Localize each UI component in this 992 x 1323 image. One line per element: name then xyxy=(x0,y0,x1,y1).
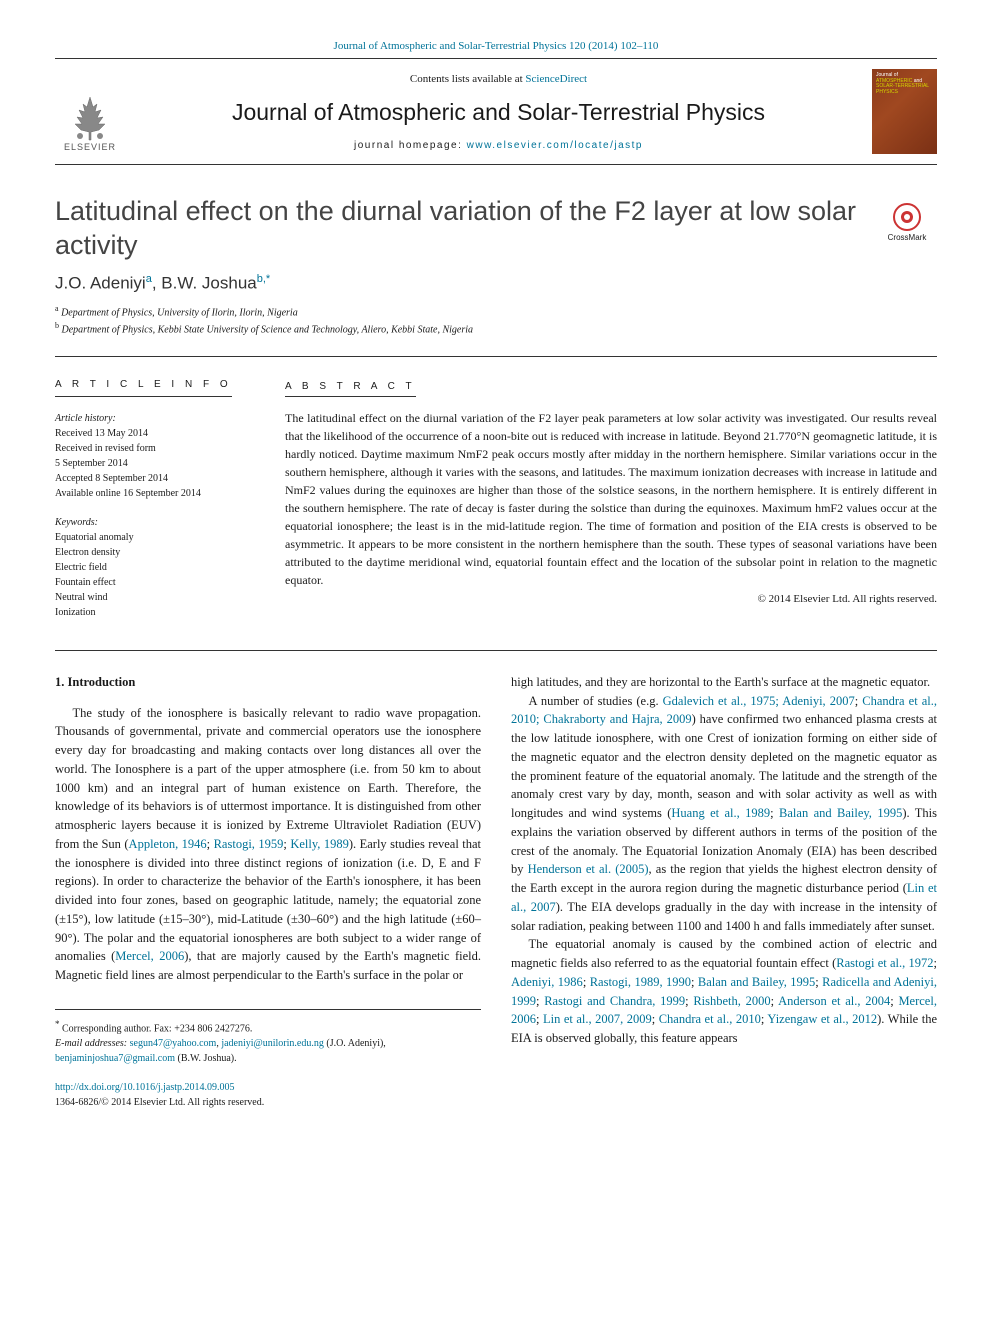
cite-kelly-1989[interactable]: Kelly, 1989 xyxy=(290,837,349,851)
cite-anderson-2004[interactable]: Anderson et al., 2004 xyxy=(778,994,890,1008)
corresponding-author: * * Corresponding author. Fax: +234 806 … xyxy=(55,1018,481,1036)
abstract-column: A B S T R A C T The latitudinal effect o… xyxy=(285,377,937,620)
body-two-columns: 1. Introduction The study of the ionosph… xyxy=(55,650,937,1110)
email-link-2[interactable]: jadeniyi@unilorin.edu.ng xyxy=(221,1038,324,1049)
affil-a: Department of Physics, University of Ilo… xyxy=(59,307,298,318)
crossmark-icon xyxy=(893,203,921,231)
cite-rastogi-1972[interactable]: Rastogi et al., 1972 xyxy=(836,956,933,970)
cite-rishbeth-2000[interactable]: Rishbeth, 2000 xyxy=(693,994,770,1008)
email3-owner: (B.W. Joshua). xyxy=(175,1053,237,1064)
keyword-5: Neutral wind xyxy=(55,590,255,605)
elsevier-label: ELSEVIER xyxy=(64,142,116,152)
article-title: Latitudinal effect on the diurnal variat… xyxy=(55,195,857,263)
sciencedirect-link[interactable]: ScienceDirect xyxy=(525,73,587,85)
cite-rastogi-1959[interactable]: Rastogi, 1959 xyxy=(214,837,284,851)
p1-text-b: ). Early studies reveal that the ionosph… xyxy=(55,837,481,964)
revised-line2: 5 September 2014 xyxy=(55,456,255,471)
cite-rastogi-1989-1990[interactable]: Rastogi, 1989, 1990 xyxy=(590,975,691,989)
contents-prefix: Contents lists available at xyxy=(410,73,525,85)
journal-ref-link[interactable]: Journal of Atmospheric and Solar-Terrest… xyxy=(334,40,659,52)
revised-line1: Received in revised form xyxy=(55,441,255,456)
homepage-prefix: journal homepage: xyxy=(354,140,467,151)
p2-sep3: ; xyxy=(770,806,779,820)
crossmark-badge[interactable]: CrossMark xyxy=(877,203,937,242)
email-label: E-mail addresses: xyxy=(55,1038,130,1049)
col2-para-3: The equatorial anomaly is caused by the … xyxy=(511,935,937,1048)
keyword-1: Equatorial anomaly xyxy=(55,530,255,545)
p2-text-e: ). The EIA develops gradually in the day… xyxy=(511,900,937,933)
cite-gdalevich-adeniyi[interactable]: Gdalevich et al., 1975; Adeniyi, 2007 xyxy=(663,694,855,708)
abstract-heading: A B S T R A C T xyxy=(285,381,416,397)
online-date: Available online 16 September 2014 xyxy=(55,486,255,501)
crossmark-label: CrossMark xyxy=(888,233,927,242)
intro-para-1: The study of the ionosphere is basically… xyxy=(55,704,481,985)
author-sep: , xyxy=(152,273,161,292)
affiliations: a Department of Physics, University of I… xyxy=(55,303,937,338)
cover-line4: PHYSICS xyxy=(876,89,898,95)
doi-block: http://dx.doi.org/10.1016/j.jastp.2014.0… xyxy=(55,1080,481,1110)
journal-reference: Journal of Atmospheric and Solar-Terrest… xyxy=(55,40,937,52)
body-column-left: 1. Introduction The study of the ionosph… xyxy=(55,673,481,1110)
cite-balan-bailey-1995[interactable]: Balan and Bailey, 1995 xyxy=(779,806,902,820)
issn-copyright: 1364-6826/© 2014 Elsevier Ltd. All right… xyxy=(55,1097,264,1108)
email1-owner: (J.O. Adeniyi), xyxy=(324,1038,386,1049)
p3-s10: ; xyxy=(652,1012,659,1026)
abstract-copyright: © 2014 Elsevier Ltd. All rights reserved… xyxy=(285,593,937,605)
doi-link[interactable]: http://dx.doi.org/10.1016/j.jastp.2014.0… xyxy=(55,1082,235,1093)
history-label: Article history: xyxy=(55,411,255,426)
cite-adeniyi-1986[interactable]: Adeniyi, 1986 xyxy=(511,975,583,989)
p3-s1: ; xyxy=(934,956,937,970)
p3-s3: ; xyxy=(691,975,698,989)
accepted-date: Accepted 8 September 2014 xyxy=(55,471,255,486)
cite-huang-1989[interactable]: Huang et al., 1989 xyxy=(671,806,770,820)
p3-s9: ; xyxy=(536,1012,543,1026)
body-column-right: high latitudes, and they are horizontal … xyxy=(511,673,937,1110)
journal-cover-thumbnail: Journal of ATMOSPHERIC and SOLAR-TERREST… xyxy=(872,69,937,154)
affil-b: Department of Physics, Kebbi State Unive… xyxy=(59,325,473,336)
p3-s2: ; xyxy=(583,975,590,989)
cite-lin-2007-2009[interactable]: Lin et al., 2007, 2009 xyxy=(543,1012,652,1026)
sep1: ; xyxy=(207,837,214,851)
journal-header: ELSEVIER Contents lists available at Sci… xyxy=(55,58,937,165)
journal-homepage: journal homepage: www.elsevier.com/locat… xyxy=(125,140,872,151)
keywords-label: Keywords: xyxy=(55,515,255,530)
p2-text-b: ) have confirmed two enhanced plasma cre… xyxy=(511,712,937,820)
homepage-link[interactable]: www.elsevier.com/locate/jastp xyxy=(467,140,643,151)
journal-name: Journal of Atmospheric and Solar-Terrest… xyxy=(125,99,872,126)
corresponding-author-footer: * * Corresponding author. Fax: +234 806 … xyxy=(55,1009,481,1066)
p1-text-a: The study of the ionosphere is basically… xyxy=(55,706,481,851)
author-2: B.W. Joshua xyxy=(161,273,256,292)
cite-rastogi-chandra-1999[interactable]: Rastogi and Chandra, 1999 xyxy=(544,994,685,1008)
cite-yizengaw-2012[interactable]: Yizengaw et al., 2012 xyxy=(767,1012,877,1026)
col2-para-1: high latitudes, and they are horizontal … xyxy=(511,673,937,692)
authors-line: J.O. Adeniyia, B.W. Joshuab,* xyxy=(55,273,937,294)
keyword-2: Electron density xyxy=(55,545,255,560)
email-link-1[interactable]: segun47@yahoo.com xyxy=(130,1038,217,1049)
cite-appleton-1946[interactable]: Appleton, 1946 xyxy=(129,837,207,851)
col2-para-2: A number of studies (e.g. Gdalevich et a… xyxy=(511,692,937,936)
cite-henderson-2005[interactable]: Henderson et al. (2005) xyxy=(528,862,649,876)
cite-mercel-2006[interactable]: Mercel, 2006 xyxy=(115,949,184,963)
keyword-3: Electric field xyxy=(55,560,255,575)
elsevier-tree-icon xyxy=(65,92,115,142)
p2-text-a: A number of studies (e.g. xyxy=(529,694,663,708)
article-info-column: A R T I C L E I N F O Article history: R… xyxy=(55,377,255,620)
author-1: J.O. Adeniyi xyxy=(55,273,146,292)
section-1-heading: 1. Introduction xyxy=(55,673,481,692)
elsevier-logo: ELSEVIER xyxy=(55,72,125,152)
article-info-heading: A R T I C L E I N F O xyxy=(55,377,232,397)
p3-s5: ; xyxy=(536,994,544,1008)
keyword-4: Fountain effect xyxy=(55,575,255,590)
contents-available: Contents lists available at ScienceDirec… xyxy=(125,73,872,85)
cite-balan-bailey-1995b[interactable]: Balan and Bailey, 1995 xyxy=(698,975,815,989)
abstract-text: The latitudinal effect on the diurnal va… xyxy=(285,409,937,589)
email-link-3[interactable]: benjaminjoshua7@gmail.com xyxy=(55,1053,175,1064)
author-2-affil: b,* xyxy=(257,273,270,285)
keyword-6: Ionization xyxy=(55,605,255,620)
cite-chandra-2010[interactable]: Chandra et al., 2010 xyxy=(659,1012,761,1026)
p3-s7: ; xyxy=(771,994,779,1008)
email-addresses: E-mail addresses: segun47@yahoo.com, jad… xyxy=(55,1036,481,1066)
received-date: Received 13 May 2014 xyxy=(55,426,255,441)
